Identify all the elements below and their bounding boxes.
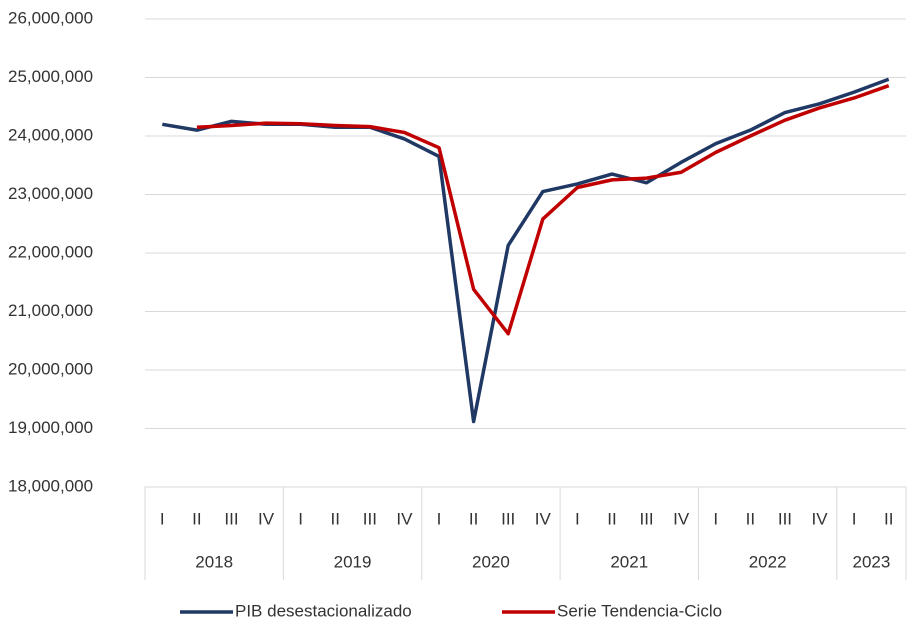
legend-label: Serie Tendencia-Ciclo [557, 601, 722, 620]
x-tick-label: IV [673, 509, 690, 528]
y-tick-label: 24,000,000 [8, 125, 93, 144]
x-tick-label: II [469, 509, 478, 528]
x-tick-label: III [224, 509, 238, 528]
x-tick-label: I [575, 509, 580, 528]
x-group-label: 2018 [195, 552, 233, 571]
y-tick-label: 22,000,000 [8, 242, 93, 261]
y-tick-label: 25,000,000 [8, 67, 93, 86]
x-group-label: 2023 [852, 552, 890, 571]
x-tick-label: IV [396, 509, 413, 528]
x-tick-label: I [437, 509, 442, 528]
x-tick-label: III [363, 509, 377, 528]
x-group-label: 2021 [610, 552, 648, 571]
x-tick-label: IV [258, 509, 275, 528]
x-group-label: 2019 [334, 552, 372, 571]
x-tick-label: I [160, 509, 165, 528]
x-tick-label: IV [535, 509, 552, 528]
x-tick-label: II [192, 509, 201, 528]
legend-label: PIB desestacionalizado [235, 601, 412, 620]
x-tick-label: II [746, 509, 755, 528]
y-tick-label: 18,000,000 [8, 476, 93, 495]
x-group-label: 2022 [749, 552, 787, 571]
x-tick-label: III [639, 509, 653, 528]
x-tick-label: II [331, 509, 340, 528]
x-tick-label: III [501, 509, 515, 528]
x-tick-label: II [884, 509, 893, 528]
x-tick-label: II [607, 509, 616, 528]
x-group-label: 2020 [472, 552, 510, 571]
x-tick-label: IV [811, 509, 828, 528]
x-tick-label: I [713, 509, 718, 528]
x-tick-label: III [778, 509, 792, 528]
y-tick-label: 23,000,000 [8, 184, 93, 203]
x-tick-label: I [852, 509, 857, 528]
y-tick-label: 26,000,000 [8, 8, 93, 27]
line-series [196, 84, 890, 336]
y-tick-label: 19,000,000 [8, 418, 93, 437]
y-tick-label: 20,000,000 [8, 359, 93, 378]
y-tick-label: 21,000,000 [8, 301, 93, 320]
x-tick-label: I [298, 509, 303, 528]
